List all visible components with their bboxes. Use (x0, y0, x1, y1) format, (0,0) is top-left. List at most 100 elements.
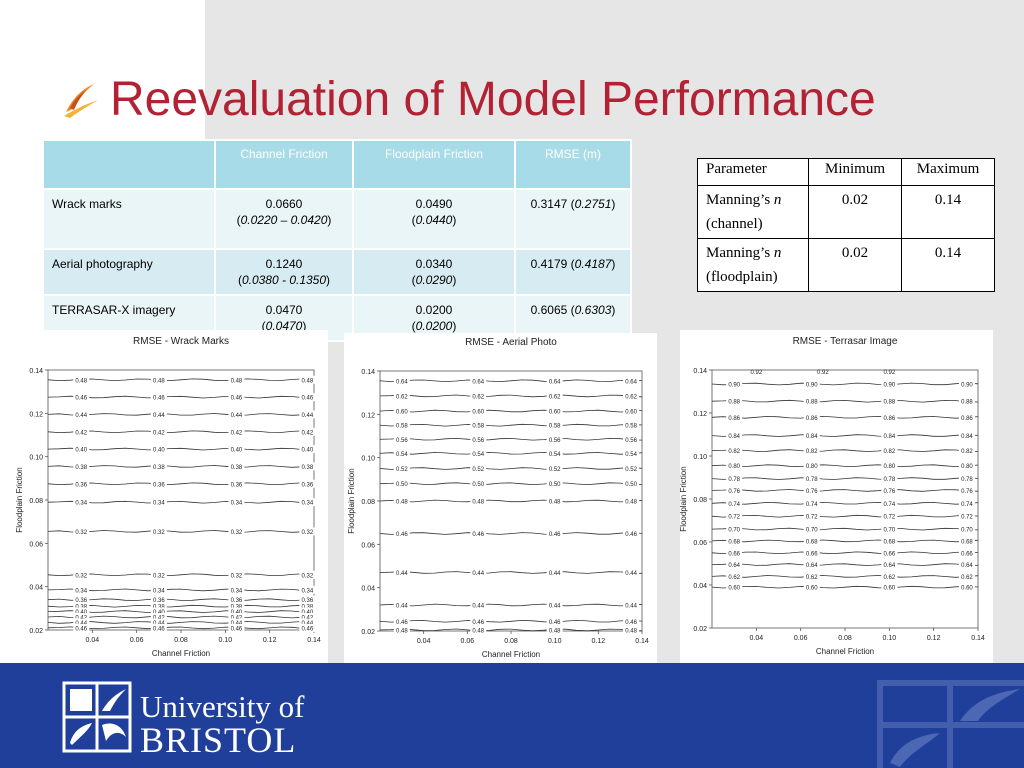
contour-label: 0.46 (625, 532, 637, 538)
contour-label: 0.32 (302, 573, 314, 579)
contour-label-bg (881, 413, 898, 422)
x-axis-label: Channel Friction (816, 647, 874, 656)
contour-label-bg (299, 427, 316, 436)
contour-label-bg (958, 525, 975, 534)
contour-label-bg (958, 499, 975, 508)
contour-label-bg (470, 435, 487, 444)
contour-label-bg (73, 623, 90, 632)
contour-label: 0.46 (549, 620, 561, 626)
contour-label-bg (803, 461, 820, 470)
contour-label: 0.38 (75, 465, 87, 471)
contour-label: 0.60 (549, 410, 561, 416)
contour-label-bg (546, 497, 563, 505)
contour-label-bg (299, 462, 316, 471)
contour-label: 0.72 (883, 515, 895, 521)
contour-line (47, 447, 315, 451)
table-row: Aerial photography 0.1240 (0.0380 - 0.13… (42, 248, 632, 296)
x-axis-label: Channel Friction (152, 649, 210, 658)
contour-line (379, 603, 643, 607)
contour-label: 0.44 (153, 413, 165, 419)
contour-label: 0.42 (75, 430, 87, 436)
contour-line (47, 588, 315, 592)
contour-label-bg (299, 607, 316, 616)
contour-label-bg (393, 617, 410, 626)
y-tick-label: 0.06 (29, 541, 43, 548)
contour-label-bg (299, 618, 316, 627)
channel-value: 0.0660 (265, 197, 303, 211)
contour-line (379, 482, 643, 486)
contour-label: 0.66 (806, 551, 818, 557)
contour-label: 0.62 (396, 394, 408, 400)
contour-label: 0.34 (302, 501, 314, 507)
contour-label: 0.64 (549, 379, 561, 385)
contour-label-bg (470, 497, 487, 505)
contour-label: 0.74 (728, 502, 740, 508)
x-tick-label: 0.04 (750, 635, 764, 642)
param-header-name: Parameter (697, 158, 809, 186)
contour-label: 0.56 (625, 438, 637, 444)
contour-label: 0.80 (806, 464, 818, 470)
param-row: Manning’s n (channel) 0.02 0.14 (697, 185, 995, 239)
contour-label-bg (228, 607, 245, 616)
contour-label: 0.86 (961, 416, 973, 422)
contour-label-bg (299, 498, 316, 507)
contour-label: 0.44 (625, 571, 637, 577)
contour-label: 0.34 (302, 588, 314, 594)
contour-line (47, 395, 315, 399)
y-tick-label: 0.14 (361, 369, 375, 376)
contour-label: 0.66 (728, 551, 740, 557)
contour-label-bg (150, 585, 167, 594)
contour-label: 0.44 (625, 604, 637, 610)
contour-label-bg (150, 498, 167, 507)
contour-line (711, 415, 979, 419)
contour-label-bg (803, 572, 820, 581)
contour-label: 0.44 (302, 413, 314, 419)
rmse-value: 0.4179 (530, 257, 568, 271)
contour-label-bg (228, 595, 245, 604)
contour-label-bg (803, 536, 820, 545)
contour-label: 0.72 (728, 515, 740, 521)
contour-label: 0.36 (231, 598, 243, 604)
contour-label-bg (150, 410, 167, 419)
param-name-prefix: Manning’s (706, 192, 774, 208)
contour-label-bg (299, 393, 316, 402)
contour-label-bg (299, 602, 316, 611)
contour-label: 0.62 (961, 575, 973, 581)
contour-line (379, 532, 643, 535)
x-tick-label: 0.12 (592, 638, 606, 645)
contour-label: 0.38 (153, 465, 165, 471)
contour-label: 0.34 (153, 501, 165, 507)
contour-label-bg (623, 421, 640, 430)
contour-line (47, 598, 315, 602)
param-max: 0.14 (901, 238, 995, 292)
contour-label-bg (228, 602, 245, 611)
param-name-suffix: (channel) (706, 216, 763, 232)
contour-line (379, 437, 643, 441)
table-row: Wrack marks 0.0660 (0.0220 – 0.0420) 0.0… (42, 188, 632, 250)
floodplain-value: 0.0490 (415, 197, 453, 211)
plot-wrack-marks: RMSE - Wrack Marks 0.02 0.04 0.06 0.08 0.10 0.… (12, 330, 328, 663)
contour-label-bg (726, 446, 743, 455)
contour-line (379, 423, 643, 427)
contour-label-bg (803, 474, 820, 483)
x-tick-label: 0.14 (307, 637, 321, 644)
contour-label-bg (726, 474, 743, 483)
floodplain-alt: 0.0290 (415, 273, 453, 287)
contour-label: 0.74 (806, 502, 818, 508)
param-name-var: n (773, 192, 782, 208)
x-tick-label: 0.10 (219, 637, 233, 644)
contour-label-bg (73, 498, 90, 507)
contour-label-bg (881, 525, 898, 534)
channel-value: 0.0470 (265, 303, 303, 317)
contour-label-bg (881, 536, 898, 545)
param-name-prefix: Manning’s (706, 245, 774, 261)
contour-label: 0.32 (75, 530, 87, 536)
contour-label: 0.36 (153, 598, 165, 604)
contour-label-bg (803, 499, 820, 508)
contour-label-bg (958, 446, 975, 455)
contour-label: 0.46 (396, 620, 408, 626)
contour-label: 0.80 (961, 464, 973, 470)
contour-label: 0.32 (75, 573, 87, 579)
contour-line (47, 573, 315, 577)
contour-label-bg (546, 464, 563, 473)
